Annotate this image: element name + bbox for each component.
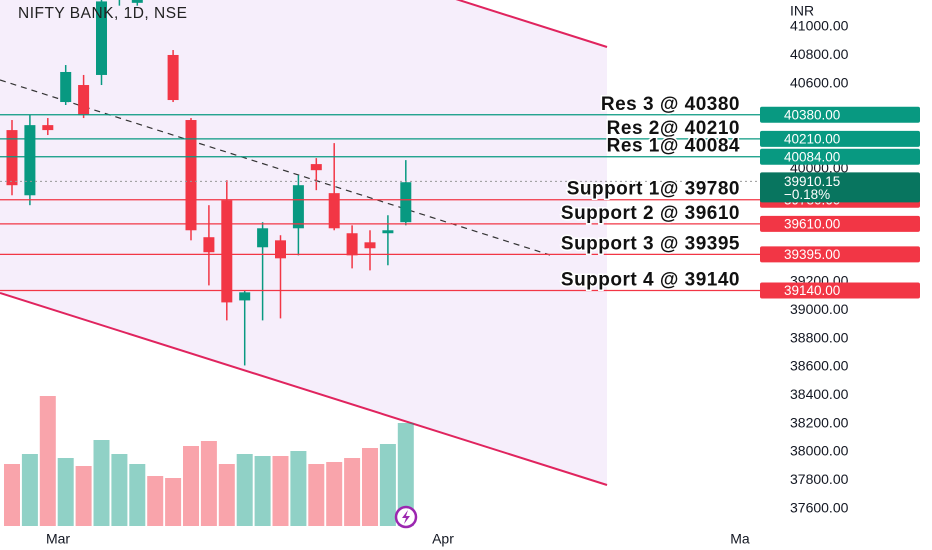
channel-upper xyxy=(455,0,608,48)
price-tag-label: 39610.00 xyxy=(784,216,840,231)
last-price-change: −0.18% xyxy=(784,187,830,202)
level-annotation: Support 4 @ 39140 xyxy=(561,270,740,291)
volume-bar xyxy=(75,466,92,526)
price-tag xyxy=(760,282,920,299)
volume-bar xyxy=(183,446,199,526)
volume-bar xyxy=(165,478,182,526)
last-price-label: 39910.15 xyxy=(784,174,840,189)
volume-bar xyxy=(4,464,20,526)
price-tag-label: 40380.00 xyxy=(784,107,840,122)
volume-bar xyxy=(57,458,74,526)
x-tick-label: Apr xyxy=(432,531,454,547)
volume-bar xyxy=(93,440,110,526)
volume-bar xyxy=(236,454,253,526)
y-tick-label: 38000.00 xyxy=(790,443,849,459)
volume-bar xyxy=(308,464,325,526)
volume-bar xyxy=(344,458,361,526)
x-tick-label: Mar xyxy=(46,531,70,547)
channel-lower xyxy=(0,292,608,486)
candle-body xyxy=(60,71,72,103)
candle-body xyxy=(24,125,36,196)
price-tag-label: 39140.00 xyxy=(784,283,840,298)
y-tick-label: 40600.00 xyxy=(790,74,849,90)
y-tick-label: 38800.00 xyxy=(790,329,849,345)
volume-bar xyxy=(290,451,307,526)
candle-body xyxy=(382,230,394,234)
volume-bar xyxy=(218,464,235,526)
candle-body xyxy=(364,242,376,249)
y-axis-label: INR xyxy=(790,3,814,19)
level-annotation: Support 3 @ 39395 xyxy=(561,233,740,254)
y-tick-label: 37800.00 xyxy=(790,471,849,487)
price-tag xyxy=(760,148,920,165)
candle-body xyxy=(78,85,90,116)
volume-bar xyxy=(326,462,343,526)
price-tag xyxy=(760,106,920,123)
level-annotation: Res 2@ 40210 xyxy=(607,118,740,139)
candle-body xyxy=(221,200,233,303)
volume-bar xyxy=(39,396,56,526)
price-tag-label: 40210.00 xyxy=(784,131,840,146)
trend-line xyxy=(0,79,551,256)
level-annotation: Support 1@ 39780 xyxy=(567,179,740,200)
y-tick-label: 41000.00 xyxy=(790,18,849,34)
volume-bar xyxy=(200,441,217,526)
volume-bar xyxy=(111,454,128,526)
y-tick-label: 38200.00 xyxy=(790,414,849,430)
x-tick-label: Ma xyxy=(730,531,750,547)
level-annotation: Res 1@ 40084 xyxy=(607,136,740,157)
candle-body xyxy=(310,164,322,171)
candle-body xyxy=(203,237,215,253)
candle-body xyxy=(346,233,358,256)
candle-body xyxy=(275,240,286,259)
candle-body xyxy=(292,185,304,229)
volume-bar xyxy=(129,464,146,526)
volume-bar xyxy=(21,454,38,526)
last-price-tag xyxy=(760,172,920,203)
level-annotation: Support 2 @ 39610 xyxy=(561,203,740,224)
candle-body xyxy=(131,0,143,3)
chart-title: NIFTY BANK, 1D, NSE xyxy=(18,5,187,22)
price-tag-label: 39395.00 xyxy=(784,247,840,262)
bolt-icon xyxy=(394,505,418,529)
candle-body xyxy=(257,228,269,248)
y-tick-label: 40800.00 xyxy=(790,46,849,62)
price-tag xyxy=(760,246,920,263)
level-annotation: Res 3 @ 40380 xyxy=(601,94,740,115)
y-tick-label: 37600.00 xyxy=(790,499,849,515)
plot xyxy=(4,0,414,526)
candle-body xyxy=(6,130,18,186)
price-tag xyxy=(760,215,920,232)
candle-body xyxy=(185,120,197,231)
candle-body xyxy=(239,292,251,301)
drawings xyxy=(0,0,608,486)
candle-body xyxy=(167,54,179,101)
volume-bar xyxy=(362,448,378,526)
y-tick-label: 38600.00 xyxy=(790,358,849,374)
volume-bar xyxy=(254,456,271,526)
y-tick-label: 39000.00 xyxy=(790,301,849,317)
candle-body xyxy=(42,125,54,131)
price-tag-label: 40084.00 xyxy=(784,149,840,164)
candle-body xyxy=(96,1,107,75)
candle-body xyxy=(400,182,412,223)
candle-body xyxy=(328,193,340,229)
volume-bar xyxy=(272,456,289,526)
channel-fill xyxy=(0,0,607,485)
volume-bar xyxy=(397,423,414,526)
y-tick-label: 38400.00 xyxy=(790,386,849,402)
price-tag xyxy=(760,130,920,147)
volume-bar xyxy=(379,444,396,526)
volume-bar xyxy=(147,476,164,526)
